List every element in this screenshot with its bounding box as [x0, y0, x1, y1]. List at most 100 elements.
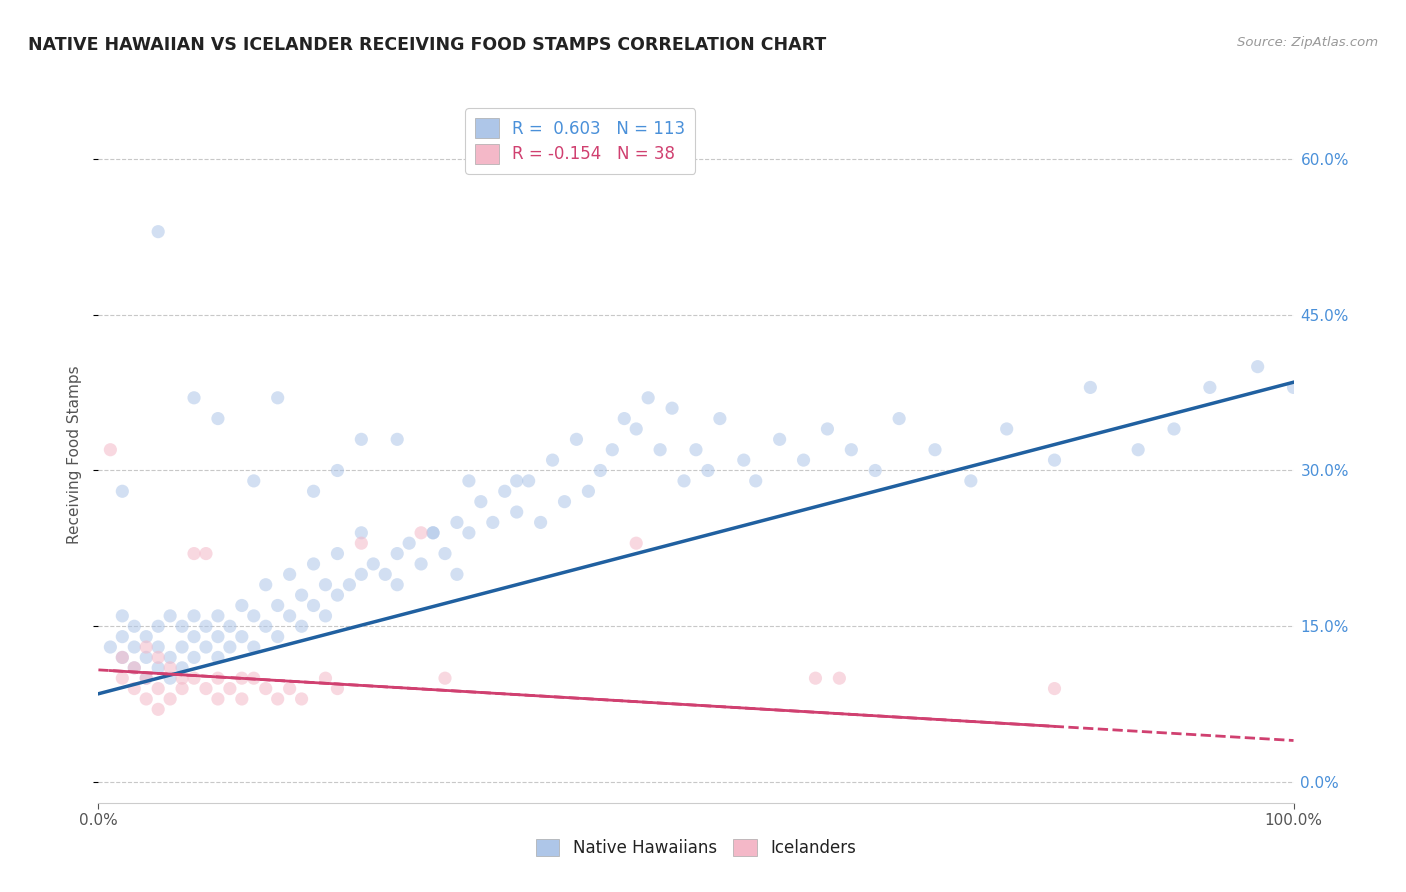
Point: [124, 640, 146, 654]
Point: [1128, 442, 1150, 457]
Point: [446, 567, 468, 582]
Point: [661, 401, 683, 416]
Y-axis label: Receiving Food Stamps: Receiving Food Stamps: [67, 366, 83, 544]
Point: [219, 640, 242, 654]
Point: [111, 484, 134, 499]
Point: [470, 494, 492, 508]
Point: [481, 516, 505, 530]
Point: [254, 578, 277, 592]
Point: [207, 608, 229, 623]
Point: [458, 525, 481, 540]
Text: NATIVE HAWAIIAN VS ICELANDER RECEIVING FOOD STAMPS CORRELATION CHART: NATIVE HAWAIIAN VS ICELANDER RECEIVING F…: [28, 36, 827, 54]
Point: [350, 433, 373, 447]
Point: [685, 442, 707, 457]
Point: [804, 671, 827, 685]
Point: [135, 692, 157, 706]
Point: [291, 588, 314, 602]
Point: [159, 692, 181, 706]
Point: [1080, 380, 1102, 394]
Point: [148, 661, 170, 675]
Point: [385, 578, 409, 592]
Point: [339, 578, 361, 592]
Point: [159, 661, 181, 675]
Point: [148, 702, 170, 716]
Point: [350, 567, 373, 582]
Point: [602, 442, 624, 457]
Point: [302, 599, 325, 613]
Point: [111, 608, 134, 623]
Point: [243, 608, 266, 623]
Point: [411, 525, 433, 540]
Point: [326, 463, 349, 477]
Point: [1043, 453, 1066, 467]
Point: [374, 567, 396, 582]
Point: [111, 671, 134, 685]
Point: [124, 661, 146, 675]
Point: [446, 516, 468, 530]
Point: [159, 650, 181, 665]
Point: [159, 608, 181, 623]
Point: [768, 433, 790, 447]
Point: [889, 411, 911, 425]
Point: [243, 671, 266, 685]
Point: [148, 225, 170, 239]
Point: [398, 536, 420, 550]
Point: [195, 681, 218, 696]
Point: [995, 422, 1018, 436]
Point: [350, 536, 373, 550]
Point: [315, 578, 337, 592]
Point: [637, 391, 659, 405]
Point: [326, 588, 349, 602]
Point: [207, 692, 229, 706]
Point: [148, 681, 170, 696]
Point: [554, 494, 576, 508]
Point: [231, 630, 253, 644]
Point: [648, 442, 672, 457]
Point: [148, 650, 170, 665]
Text: Source: ZipAtlas.com: Source: ZipAtlas.com: [1237, 36, 1378, 49]
Point: [1163, 422, 1185, 436]
Point: [243, 474, 266, 488]
Point: [541, 453, 564, 467]
Point: [135, 630, 157, 644]
Legend: Native Hawaiians, Icelanders: Native Hawaiians, Icelanders: [529, 832, 863, 864]
Point: [148, 640, 170, 654]
Point: [207, 671, 229, 685]
Point: [254, 619, 277, 633]
Point: [865, 463, 887, 477]
Point: [159, 671, 181, 685]
Point: [254, 681, 277, 696]
Point: [231, 692, 253, 706]
Point: [530, 516, 553, 530]
Point: [434, 547, 457, 561]
Point: [326, 681, 349, 696]
Point: [183, 630, 205, 644]
Point: [626, 536, 648, 550]
Point: [183, 650, 205, 665]
Point: [135, 671, 157, 685]
Point: [172, 640, 194, 654]
Point: [422, 525, 444, 540]
Point: [315, 608, 337, 623]
Point: [98, 442, 122, 457]
Point: [183, 547, 205, 561]
Point: [111, 630, 134, 644]
Point: [709, 411, 731, 425]
Point: [111, 650, 134, 665]
Point: [960, 474, 983, 488]
Point: [195, 640, 218, 654]
Point: [517, 474, 540, 488]
Point: [207, 630, 229, 644]
Point: [124, 681, 146, 696]
Point: [924, 442, 946, 457]
Point: [1199, 380, 1222, 394]
Point: [183, 391, 205, 405]
Point: [124, 619, 146, 633]
Point: [411, 557, 433, 571]
Point: [1043, 681, 1066, 696]
Point: [291, 692, 314, 706]
Point: [195, 619, 218, 633]
Point: [494, 484, 516, 499]
Point: [673, 474, 696, 488]
Point: [350, 525, 373, 540]
